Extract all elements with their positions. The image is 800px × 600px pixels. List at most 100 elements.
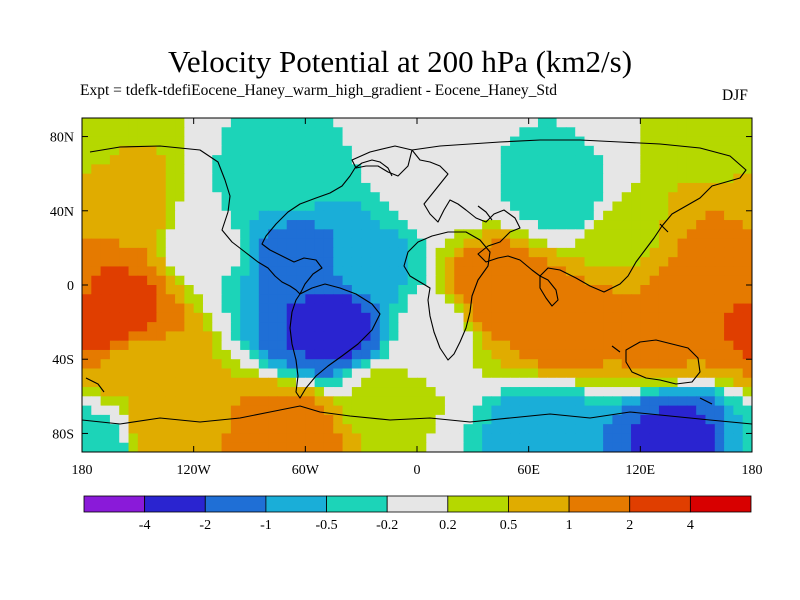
field-cell — [463, 405, 474, 416]
field-cell — [91, 433, 102, 444]
field-cell — [230, 127, 241, 138]
field-cell — [389, 155, 399, 165]
field-cell — [370, 424, 381, 435]
field-cell — [612, 275, 623, 286]
field-cell — [407, 220, 418, 230]
field-cell — [724, 405, 734, 416]
field-cell — [305, 340, 316, 351]
field-cell — [528, 285, 539, 295]
field-cell — [584, 433, 595, 444]
field-cell — [268, 294, 279, 305]
field-cell — [426, 312, 437, 323]
field-cell — [91, 173, 102, 184]
field-cell — [417, 182, 427, 193]
field-cell — [333, 414, 344, 425]
field-cell — [463, 414, 474, 425]
field-cell — [649, 155, 660, 165]
field-cell — [640, 433, 651, 444]
field-cell — [565, 377, 576, 388]
field-cell — [500, 414, 511, 425]
field-cell — [510, 331, 520, 342]
field-cell — [212, 303, 223, 314]
field-cell — [100, 210, 111, 221]
field-cell — [351, 442, 362, 452]
field-cell — [547, 145, 558, 156]
field-cell — [519, 387, 530, 397]
field-cell — [556, 377, 567, 388]
field-cell — [686, 266, 697, 277]
field-cell — [696, 127, 707, 138]
field-cell — [342, 359, 353, 370]
field-cell — [258, 303, 269, 314]
field-cell — [621, 368, 632, 379]
field-cell — [742, 303, 752, 314]
field-cell — [482, 238, 493, 249]
field-cell — [733, 414, 744, 425]
field-cell — [631, 247, 641, 258]
field-cell — [389, 257, 399, 268]
field-cell — [528, 359, 539, 370]
field-cell — [305, 173, 316, 184]
field-cell — [268, 127, 279, 138]
field-cell — [333, 396, 344, 407]
field-cell — [417, 247, 427, 258]
colorbar-label: -2 — [199, 518, 211, 533]
field-cell — [212, 173, 223, 184]
field-cell — [556, 136, 567, 147]
field-cell — [230, 312, 241, 323]
field-cell — [323, 424, 334, 435]
field-cell — [240, 377, 251, 388]
field-cell — [82, 192, 92, 203]
field-cell — [156, 349, 167, 360]
field-cell — [100, 312, 111, 323]
field-cell — [407, 182, 418, 193]
field-cell — [398, 155, 409, 165]
field-cell — [714, 396, 725, 407]
field-cell — [333, 229, 344, 240]
field-cell — [370, 182, 381, 193]
field-cell — [296, 442, 306, 452]
field-cell — [314, 220, 325, 230]
field-cell — [733, 312, 744, 323]
field-cell — [249, 322, 260, 332]
field-cell — [454, 396, 465, 407]
field-cell — [305, 164, 316, 175]
field-cell — [444, 340, 455, 351]
field-cell — [491, 387, 502, 397]
field-cell — [668, 424, 679, 435]
field-cell — [296, 136, 306, 147]
field-cell — [221, 229, 232, 240]
field-cell — [556, 387, 567, 397]
field-cell — [100, 331, 111, 342]
field-cell — [258, 424, 269, 435]
field-cell — [240, 201, 251, 212]
field-cell — [398, 210, 409, 221]
field-cell — [705, 312, 716, 323]
field-cell — [472, 192, 483, 203]
field-cell — [342, 433, 353, 444]
field-cell — [584, 192, 595, 203]
field-cell — [323, 322, 334, 332]
field-cell — [658, 127, 669, 138]
field-cell — [212, 322, 223, 332]
field-cell — [435, 275, 446, 286]
field-cell — [202, 247, 213, 258]
field-cell — [519, 145, 530, 156]
field-cell — [398, 192, 409, 203]
field-cell — [463, 424, 474, 435]
field-cell — [649, 340, 660, 351]
field-cell — [686, 396, 697, 407]
field-cell — [342, 247, 353, 258]
field-cell — [584, 238, 595, 249]
field-cell — [491, 359, 502, 370]
field-cell — [91, 275, 102, 286]
field-cell — [277, 192, 288, 203]
field-cell — [444, 220, 455, 230]
field-cell — [621, 164, 632, 175]
field-cell — [128, 368, 139, 379]
colorbar-swatch — [326, 495, 388, 513]
field-cell — [612, 414, 623, 425]
field-cell — [658, 349, 669, 360]
field-cell — [342, 303, 353, 314]
field-cell — [658, 266, 669, 277]
